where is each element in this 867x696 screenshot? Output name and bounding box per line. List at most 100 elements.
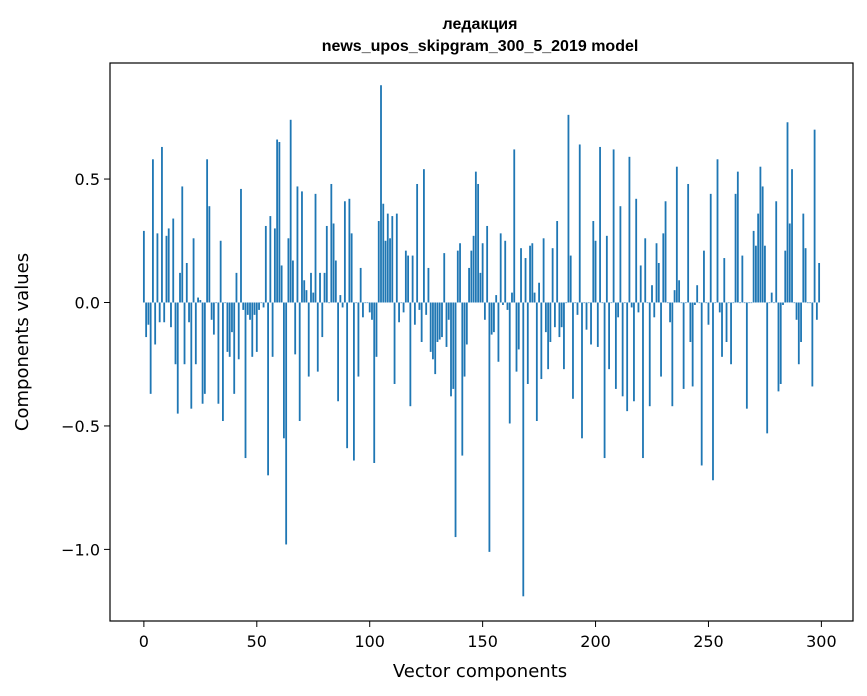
bar	[199, 300, 202, 303]
bar	[292, 260, 294, 303]
bar	[276, 139, 279, 303]
bar	[409, 302, 412, 407]
bar	[413, 302, 416, 325]
bar	[319, 272, 321, 303]
bar	[348, 198, 351, 303]
bar	[368, 302, 371, 313]
bar	[436, 302, 439, 342]
bar	[626, 302, 629, 412]
bar	[723, 258, 726, 303]
bar	[497, 302, 500, 362]
bar	[235, 272, 238, 303]
bar	[486, 225, 489, 303]
x-tick-label: 50	[247, 632, 267, 651]
bar	[553, 302, 556, 328]
bar	[357, 302, 360, 377]
bar	[321, 302, 324, 338]
bar	[601, 302, 604, 304]
bar	[170, 302, 172, 328]
bar	[434, 302, 437, 375]
bar	[287, 238, 290, 303]
bar	[759, 166, 762, 303]
bar	[465, 302, 468, 345]
bar	[544, 302, 547, 333]
y-tick-label: 0.5	[75, 170, 100, 189]
x-tick-label: 0	[139, 632, 149, 651]
bar	[680, 302, 683, 304]
bar	[725, 302, 728, 342]
bar	[818, 262, 821, 303]
bar	[506, 302, 509, 310]
bar	[161, 146, 163, 303]
bar	[569, 255, 572, 303]
bar	[343, 201, 346, 303]
bar	[502, 302, 504, 305]
bar	[757, 213, 760, 303]
bar	[267, 302, 269, 476]
bar	[793, 302, 796, 304]
bar	[608, 302, 610, 370]
bar	[192, 238, 195, 303]
bar	[323, 272, 326, 303]
bar	[483, 302, 486, 320]
bar	[359, 267, 362, 303]
bar	[258, 302, 260, 310]
bar	[301, 191, 303, 303]
bar	[741, 255, 744, 303]
bar	[770, 292, 773, 303]
bar	[386, 213, 389, 303]
bar	[743, 302, 746, 304]
bar	[429, 302, 432, 352]
bar	[278, 142, 281, 303]
bar	[705, 302, 708, 304]
bar	[179, 272, 181, 303]
bar	[461, 302, 464, 456]
x-axis-label: Vector components	[393, 661, 567, 682]
bar	[594, 240, 597, 303]
bar	[526, 302, 529, 384]
x-tick-label: 300	[806, 632, 837, 651]
bar	[549, 302, 552, 342]
bar	[522, 302, 525, 597]
bar	[237, 302, 240, 360]
bar	[567, 114, 570, 303]
bar	[560, 302, 563, 328]
bar	[592, 221, 595, 303]
bar	[240, 188, 242, 303]
bar	[563, 302, 565, 370]
bar	[653, 302, 656, 318]
bar	[334, 260, 337, 303]
bar	[788, 223, 791, 303]
bar	[145, 302, 148, 338]
bar	[158, 302, 161, 323]
bar	[395, 213, 398, 303]
bar	[219, 240, 222, 303]
bar	[222, 302, 224, 422]
bar	[201, 302, 204, 404]
bar	[330, 183, 333, 303]
bar	[341, 302, 344, 308]
bar	[495, 295, 498, 303]
bar	[813, 129, 816, 303]
bar	[750, 302, 753, 304]
bar	[797, 302, 800, 365]
bar	[630, 302, 633, 308]
bar	[574, 302, 577, 304]
bar	[700, 302, 703, 466]
bar	[809, 302, 811, 304]
bar	[190, 302, 193, 409]
bar	[280, 265, 283, 303]
plot-frame	[109, 62, 854, 622]
bar	[271, 302, 274, 357]
bar	[535, 302, 538, 422]
bar	[775, 201, 778, 303]
bar	[303, 280, 306, 303]
bar	[142, 230, 145, 303]
bar	[716, 159, 719, 303]
x-axis-ticks: 0 50 100 150 200 250 300	[139, 621, 837, 651]
bar	[533, 292, 536, 303]
bar	[203, 302, 206, 394]
bar	[515, 302, 518, 372]
bar	[463, 302, 466, 377]
bar	[181, 186, 184, 303]
